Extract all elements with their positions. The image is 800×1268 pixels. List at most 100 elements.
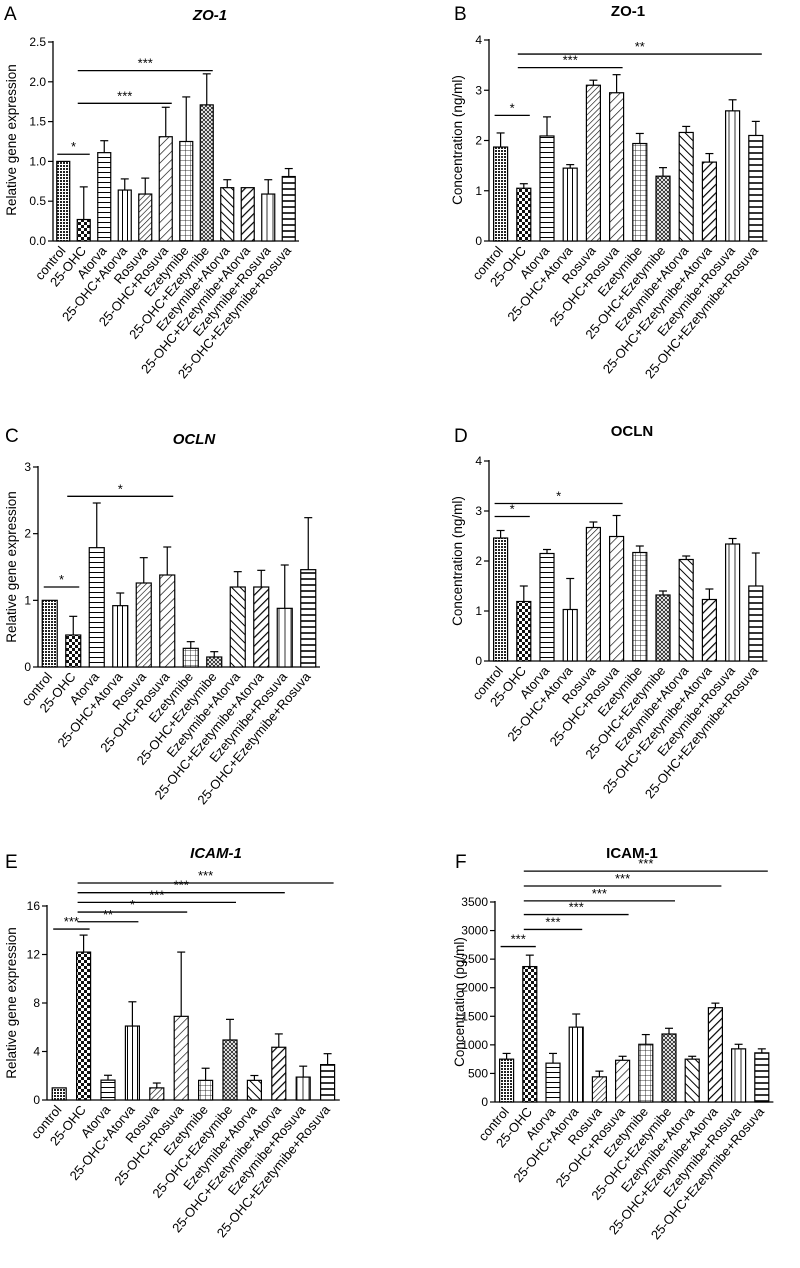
y-axis-label: Relative gene expression: [4, 491, 19, 643]
bar: [138, 193, 153, 242]
chart-title: ICAM-1: [606, 845, 658, 862]
y-tick-label: 0: [481, 1095, 488, 1109]
bar: [632, 142, 648, 242]
bar: [701, 598, 718, 662]
y-axis-label: Concentration (pg/ml): [452, 937, 467, 1067]
significance-label: *: [59, 572, 64, 587]
y-tick-label: 2: [475, 134, 482, 148]
panel-letter: F: [455, 852, 467, 873]
bar: [707, 1007, 724, 1103]
bar: [261, 193, 276, 242]
bar: [320, 1063, 336, 1101]
bar: [748, 134, 764, 242]
significance-label: **: [103, 907, 113, 922]
panel-letter: C: [5, 426, 19, 447]
bar: [585, 526, 602, 662]
bar: [499, 1058, 515, 1103]
bar: [724, 110, 741, 242]
bar: [149, 1087, 165, 1101]
significance-label: ***: [64, 914, 79, 929]
bar: [198, 1079, 214, 1101]
y-axis-label: Concentration (ng/ml): [450, 496, 465, 626]
significance-label: *: [118, 481, 123, 496]
bar: [51, 1087, 67, 1101]
bar: [516, 600, 532, 662]
significance-label: ***: [511, 932, 526, 947]
y-axis-label: Concentration (ng/ml): [450, 75, 465, 205]
bar: [493, 537, 509, 662]
chart-title: ICAM-1: [190, 845, 242, 862]
bar: [56, 160, 71, 242]
y-tick-label: 3: [475, 504, 482, 518]
bar: [608, 535, 625, 662]
bar: [655, 594, 671, 662]
bar: [199, 104, 214, 242]
y-tick-label: 4: [475, 33, 482, 47]
y-tick-label: 0.5: [29, 194, 46, 208]
significance-label: ***: [563, 53, 578, 68]
chart-title: ZO-1: [611, 3, 645, 20]
bar: [222, 1039, 238, 1101]
bar: [159, 574, 176, 668]
bar: [724, 543, 741, 662]
significance-label: *: [130, 897, 135, 912]
bar: [158, 136, 173, 242]
bar: [65, 634, 82, 668]
bar: [701, 161, 718, 242]
y-tick-label: 0: [24, 660, 31, 674]
y-tick-label: 2.5: [29, 35, 46, 49]
bar: [271, 1046, 287, 1101]
bar: [678, 131, 694, 242]
bar: [562, 608, 578, 662]
bar: [240, 187, 255, 242]
bar: [76, 218, 91, 242]
bar: [276, 607, 293, 668]
bar: [124, 1025, 141, 1101]
significance-label: ***: [592, 886, 607, 901]
bar: [97, 152, 112, 242]
bar: [88, 547, 105, 668]
panel-letter: B: [454, 4, 467, 25]
y-tick-label: 16: [27, 899, 41, 913]
y-tick-label: 2: [475, 554, 482, 568]
significance-label: ***: [149, 887, 164, 902]
significance-label: ***: [545, 914, 560, 929]
y-tick-label: 2000: [461, 981, 488, 995]
bar: [608, 92, 625, 242]
y-tick-label: 3500: [461, 895, 488, 909]
bar: [522, 965, 538, 1103]
y-tick-label: 3000: [461, 924, 488, 938]
bar: [493, 146, 509, 242]
panel-f: F ICAM-1 Concentration (pg/ml) 0 500 1000 1500…: [452, 845, 774, 1242]
y-tick-label: 1.0: [29, 154, 46, 168]
bar: [179, 140, 194, 242]
chart-title: ZO-1: [192, 7, 227, 24]
y-tick-label: 2.0: [29, 75, 46, 89]
y-tick-label: 3: [475, 83, 482, 97]
bar: [206, 656, 223, 668]
y-tick-label: 1000: [461, 1038, 488, 1052]
significance-label: ***: [638, 856, 653, 871]
bar: [220, 187, 235, 242]
panel-letter: D: [454, 426, 468, 447]
bar: [516, 187, 532, 242]
bar: [754, 1052, 770, 1103]
bar: [539, 135, 555, 242]
bar: [539, 552, 555, 662]
significance-label: ***: [569, 900, 584, 915]
bar: [568, 1026, 584, 1103]
y-tick-label: 1: [475, 184, 482, 198]
y-tick-label: 1.5: [29, 115, 46, 129]
bar: [300, 569, 317, 668]
bar: [41, 599, 58, 668]
bar: [562, 167, 578, 242]
significance-label: ***: [117, 88, 132, 103]
bar: [182, 647, 199, 668]
significance-label: *: [71, 139, 76, 154]
bar: [229, 586, 246, 668]
bar: [135, 582, 152, 668]
chart-title: OCLN: [611, 423, 654, 440]
